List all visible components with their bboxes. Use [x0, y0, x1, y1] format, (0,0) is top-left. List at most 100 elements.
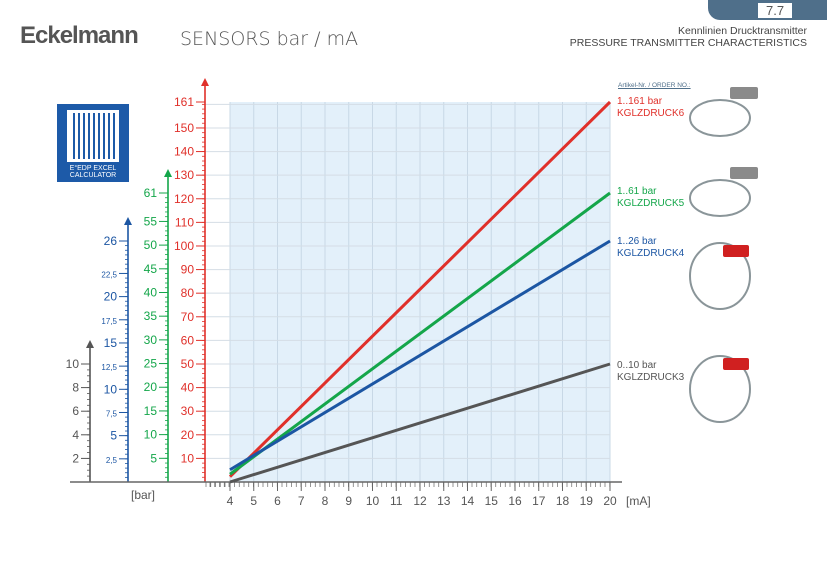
- red-tick-label: 80: [181, 286, 195, 300]
- product-label: 0..10 bar KGLZDRUCK3: [617, 360, 684, 384]
- blue-tick-label: 10: [104, 382, 118, 396]
- red-tick-label: 10: [181, 451, 195, 465]
- y-axis-label: [bar]: [131, 488, 155, 502]
- sensor-image: [723, 358, 749, 370]
- x-tick-label: 5: [250, 494, 257, 508]
- page-number: 7.7: [758, 3, 793, 18]
- green-tick-label: 61: [144, 186, 158, 200]
- blue-tick-label: 22,5: [101, 270, 117, 279]
- qr-code-icon: [67, 110, 119, 162]
- x-tick-label: 15: [485, 494, 499, 508]
- product-label: 1..61 bar KGLZDRUCK5: [617, 186, 684, 210]
- green-tick-label: 40: [144, 285, 158, 299]
- red-tick-label: 30: [181, 404, 195, 418]
- product-code: KGLZDRUCK5: [617, 198, 685, 209]
- blue-tick-label: 17,5: [101, 317, 117, 326]
- x-tick-label: 12: [413, 494, 427, 508]
- green-tick-label: 25: [144, 357, 158, 371]
- sensor-image: [730, 167, 758, 179]
- x-tick-label: 10: [366, 494, 380, 508]
- x-tick-label: 16: [508, 494, 522, 508]
- series-line-KGLZDRUCK5: [229, 191, 611, 476]
- x-tick-label: 20: [603, 494, 617, 508]
- red-tick-label: 120: [174, 192, 194, 206]
- product-range: 1..61 bar: [617, 186, 657, 197]
- series-line-KGLZDRUCK4: [229, 239, 611, 472]
- gray-tick-label: 8: [72, 381, 79, 395]
- x-tick-label: 19: [580, 494, 594, 508]
- sensor-image: [723, 245, 749, 257]
- gray-tick-label: 10: [66, 357, 80, 371]
- red-tick-label: 150: [174, 121, 194, 135]
- green-tick-label: 30: [144, 333, 158, 347]
- red-tick-label: 110: [175, 215, 194, 229]
- gray-tick-label: 2: [72, 451, 79, 465]
- product-code: KGLZDRUCK4: [617, 248, 685, 259]
- sensor-cable-image: [689, 355, 751, 423]
- page-title: SENSORS bar / mA: [180, 28, 359, 50]
- product-range: 1..161 bar: [617, 96, 663, 107]
- x-tick-label: 18: [556, 494, 570, 508]
- x-tick-label: 14: [461, 494, 475, 508]
- green-tick-label: 45: [144, 262, 158, 276]
- x-tick-label: 8: [322, 494, 329, 508]
- red-tick-label: 100: [174, 239, 194, 253]
- product-code: KGLZDRUCK3: [617, 372, 685, 383]
- subtitle-en: PRESSURE TRANSMITTER CHARACTERISTICS: [569, 37, 807, 49]
- article-label: Artikel-Nr. / ORDER NO.:: [618, 82, 691, 89]
- blue-tick-label: 2,5: [106, 456, 118, 465]
- qr-label: E°EDP EXCEL: [69, 165, 117, 172]
- red-tick-label: 140: [174, 145, 194, 159]
- page-tab: 7.7: [708, 0, 827, 20]
- green-tick-label: 15: [144, 404, 158, 418]
- green-tick-label: 35: [144, 309, 158, 323]
- sensor-cable-image: [689, 99, 751, 137]
- x-tick-label: 11: [390, 494, 403, 508]
- series-line-KGLZDRUCK3: [229, 362, 611, 484]
- green-tick-label: 55: [144, 214, 158, 228]
- red-axis-arrow-icon: [201, 78, 209, 86]
- red-tick-label: 90: [181, 263, 195, 277]
- x-tick-label: 7: [298, 494, 305, 508]
- green-tick-label: 20: [144, 380, 158, 394]
- blue-tick-label: 5: [110, 429, 117, 443]
- green-tick-label: 50: [144, 238, 158, 252]
- red-tick-label: 50: [181, 357, 195, 371]
- red-tick-label: 60: [181, 333, 195, 347]
- qr-calculator-link[interactable]: E°EDP EXCEL CALCULATOR: [57, 104, 129, 182]
- subtitle: Kennlinien Drucktransmitter PRESSURE TRAN…: [570, 25, 807, 49]
- green-tick-label: 5: [150, 451, 157, 465]
- series-line-KGLZDRUCK6: [228, 100, 612, 478]
- x-tick-label: 4: [227, 494, 234, 508]
- red-tick-label: 130: [174, 168, 194, 182]
- subtitle-de: Kennlinien Drucktransmitter: [678, 25, 807, 37]
- green-tick-label: 10: [144, 428, 158, 442]
- blue-tick-label: 12,5: [101, 363, 117, 372]
- blue-axis-arrow-icon: [124, 217, 132, 225]
- x-tick-label: 6: [274, 494, 281, 508]
- red-tick-label: 70: [181, 310, 195, 324]
- red-tick-label: 161: [174, 95, 194, 109]
- gray-tick-label: 6: [72, 404, 79, 418]
- x-tick-label: 9: [345, 494, 352, 508]
- x-tick-label: 17: [532, 494, 546, 508]
- red-tick-label: 40: [181, 381, 195, 395]
- sensor-cable-image: [689, 179, 751, 217]
- blue-tick-label: 26: [104, 234, 118, 248]
- x-axis-label: [mA]: [626, 494, 651, 508]
- logo: Eckelmann: [20, 22, 139, 49]
- product-range: 1..26 bar: [617, 236, 657, 247]
- product-label: 1..161 bar KGLZDRUCK6: [617, 96, 684, 120]
- green-axis-arrow-icon: [164, 169, 172, 177]
- blue-tick-label: 7,5: [106, 409, 118, 418]
- product-code: KGLZDRUCK6: [617, 108, 685, 119]
- gray-axis-arrow-icon: [86, 340, 94, 348]
- sensor-image: [730, 87, 758, 99]
- blue-tick-label: 20: [104, 290, 118, 304]
- qr-label: CALCULATOR: [69, 172, 117, 179]
- product-range: 0..10 bar: [617, 360, 657, 371]
- x-tick-label: 13: [437, 494, 451, 508]
- sensor-cable-image: [689, 242, 751, 310]
- blue-tick-label: 15: [104, 336, 118, 350]
- gray-tick-label: 4: [72, 428, 79, 442]
